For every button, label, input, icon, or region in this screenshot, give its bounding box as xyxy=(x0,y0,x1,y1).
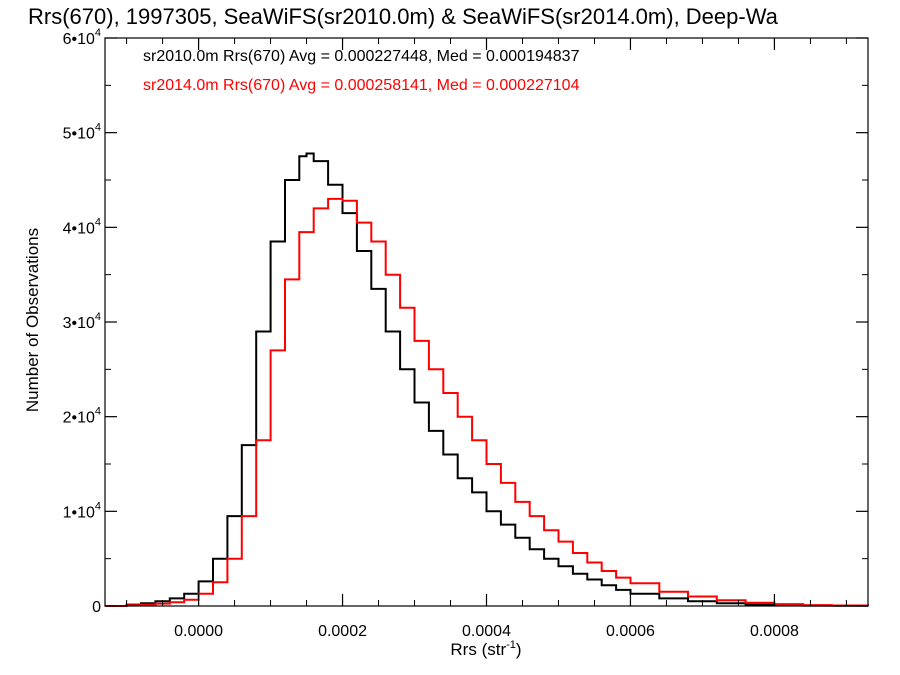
plot-area xyxy=(105,152,869,607)
y-tick-label-base: 1•10 xyxy=(63,504,95,521)
x-axis-label-text: Rrs (str xyxy=(450,640,506,659)
y-tick-label: 3•104 xyxy=(63,311,101,332)
x-axis: 0.0000 0.0002 0.0004 0.0006 0.0008 xyxy=(126,38,847,640)
y-tick-label-base: 5•10 xyxy=(63,126,95,143)
x-axis-label-superscript: -1 xyxy=(506,639,516,651)
y-tick-label: 4•104 xyxy=(63,216,101,237)
x-axis-label: Rrs (str-1) xyxy=(450,639,521,659)
y-tick-label-base: 3•10 xyxy=(63,315,95,332)
y-tick-label-exponent: 4 xyxy=(95,500,101,512)
y-tick-label: 2•104 xyxy=(63,406,101,427)
y-tick-label-exponent: 4 xyxy=(95,311,101,323)
y-tick-label-base: 0 xyxy=(92,599,101,616)
x-tick-label: 0.0000 xyxy=(174,623,223,640)
legend: sr2010.0m Rrs(670) Avg = 0.000227448, Me… xyxy=(143,48,580,94)
x-axis-label-close: ) xyxy=(516,640,522,659)
y-tick-label-base: 2•10 xyxy=(63,410,95,427)
legend-entry-2: sr2014.0m Rrs(670) Avg = 0.000258141, Me… xyxy=(143,77,580,94)
y-axis-label: Number of Observations xyxy=(23,228,42,412)
y-tick-label-exponent: 4 xyxy=(95,27,101,39)
y-tick-label: 6•104 xyxy=(63,27,101,48)
x-tick-label: 0.0006 xyxy=(606,623,655,640)
y-tick-label: 5•104 xyxy=(63,122,101,143)
series-line-2 xyxy=(105,197,869,607)
y-tick-label-base: 4•10 xyxy=(63,220,95,237)
y-tick-label-exponent: 4 xyxy=(95,406,101,418)
y-tick-label-exponent: 4 xyxy=(95,122,101,134)
chart-title: Rrs(670), 1997305, SeaWiFS(sr2010.0m) & … xyxy=(28,4,779,29)
x-tick-label: 0.0004 xyxy=(462,623,511,640)
plot-frame xyxy=(104,37,869,607)
y-tick-label: 0 xyxy=(92,599,101,616)
y-tick-label: 1•104 xyxy=(63,500,101,521)
series-line-1 xyxy=(105,152,869,607)
y-tick-label-exponent: 4 xyxy=(95,216,101,228)
x-tick-label: 0.0002 xyxy=(318,623,367,640)
x-tick-label: 0.0008 xyxy=(750,623,799,640)
y-tick-label-base: 6•10 xyxy=(63,31,95,48)
legend-entry-1: sr2010.0m Rrs(670) Avg = 0.000227448, Me… xyxy=(143,48,580,65)
